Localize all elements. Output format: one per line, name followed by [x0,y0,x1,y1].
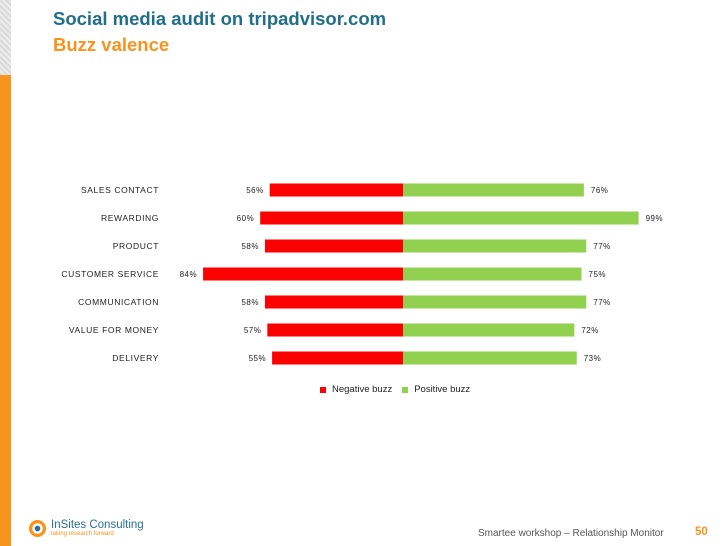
negative-value-rewarding: 60% [237,214,255,223]
category-label-sales-contact: SALES CONTACT [81,185,159,195]
chart-legend: Negative buzz Positive buzz [320,384,480,395]
category-label-rewarding: REWARDING [101,213,159,223]
footer-workshop-text: Smartee workshop – Relationship Monitor [478,528,664,539]
positive-value-customer-service: 75% [589,270,607,279]
legend-item-positive: Positive buzz [402,384,470,395]
positive-value-communication: 77% [593,298,611,307]
negative-value-sales-contact: 56% [246,186,264,195]
negative-bar-sales-contact [269,183,403,197]
category-label-value-for-money: VALUE FOR MONEY [69,325,159,335]
logo-name: InSites Consulting [51,519,144,531]
category-label-delivery: DELIVERY [112,353,159,363]
positive-value-value-for-money: 72% [581,326,599,335]
category-label-communication: COMMUNICATION [78,297,159,307]
negative-bar-delivery [272,351,403,365]
positive-value-sales-contact: 76% [591,186,609,195]
legend-item-negative: Negative buzz [320,384,392,395]
negative-bar-rewarding [260,211,403,225]
negative-value-value-for-money: 57% [244,326,262,335]
positive-bar-product [403,239,587,253]
legend-label-negative: Negative buzz [332,384,393,395]
negative-bar-product [264,239,403,253]
negative-value-delivery: 55% [249,354,267,363]
side-bar-pattern [0,0,11,75]
category-label-customer-service: CUSTOMER SERVICE [61,269,159,279]
negative-value-product: 58% [241,242,259,251]
page-subtitle: Buzz valence [53,34,170,55]
logo-tagline: taking research forward [51,531,114,537]
positive-bar-customer-service [403,267,582,281]
page-number: 50 [695,526,708,538]
legend-swatch-negative [320,386,326,393]
positive-bar-rewarding [403,211,639,225]
category-label-product: PRODUCT [113,241,159,251]
positive-value-product: 77% [593,242,611,251]
positive-value-delivery: 73% [584,354,602,363]
legend-swatch-positive [402,386,409,393]
positive-bar-communication [403,295,587,309]
negative-value-communication: 58% [241,298,259,307]
company-logo: InSites Consulting taking research forwa… [28,519,144,538]
insites-logo-icon [28,519,47,538]
negative-bar-customer-service [203,267,403,281]
page-title: Social media audit on tripadvisor.com [53,8,387,29]
side-accent-bar [0,75,11,546]
positive-value-rewarding: 99% [646,214,664,223]
positive-bar-sales-contact [403,183,584,197]
negative-value-customer-service: 84% [180,270,198,279]
positive-bar-value-for-money [403,323,575,337]
negative-bar-communication [264,295,403,309]
negative-bar-value-for-money [267,323,403,337]
legend-label-positive: Positive buzz [414,384,471,395]
positive-bar-delivery [403,351,577,365]
